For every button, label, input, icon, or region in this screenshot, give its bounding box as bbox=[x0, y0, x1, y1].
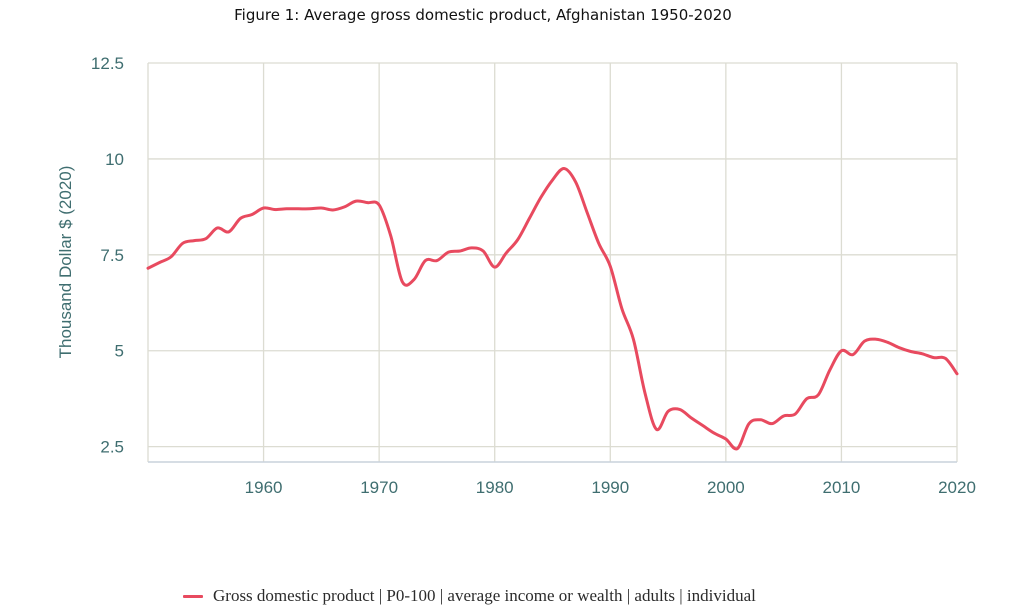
x-tick-label: 1970 bbox=[360, 478, 398, 497]
x-tick-label: 2000 bbox=[707, 478, 745, 497]
y-tick-label: 5 bbox=[115, 342, 124, 361]
y-tick-label: 12.5 bbox=[91, 54, 124, 73]
legend: Gross domestic product | P0-100 | averag… bbox=[183, 586, 756, 606]
x-tick-label: 2010 bbox=[823, 478, 861, 497]
x-tick-label: 1960 bbox=[245, 478, 283, 497]
legend-label: Gross domestic product | P0-100 | averag… bbox=[213, 586, 756, 605]
series-line bbox=[146, 167, 959, 451]
x-tick-label: 1980 bbox=[476, 478, 514, 497]
x-tick-label: 1990 bbox=[591, 478, 629, 497]
y-axis-label: Thousand Dollar $ (2020) bbox=[56, 165, 75, 359]
x-tick-label: 2020 bbox=[938, 478, 976, 497]
y-tick-label: 2.5 bbox=[100, 438, 124, 457]
chart-title: Figure 1: Average gross domestic product… bbox=[234, 6, 732, 24]
y-tick-label: 10 bbox=[105, 150, 124, 169]
y-tick-label: 7.5 bbox=[100, 246, 124, 265]
legend-swatch bbox=[183, 594, 203, 598]
